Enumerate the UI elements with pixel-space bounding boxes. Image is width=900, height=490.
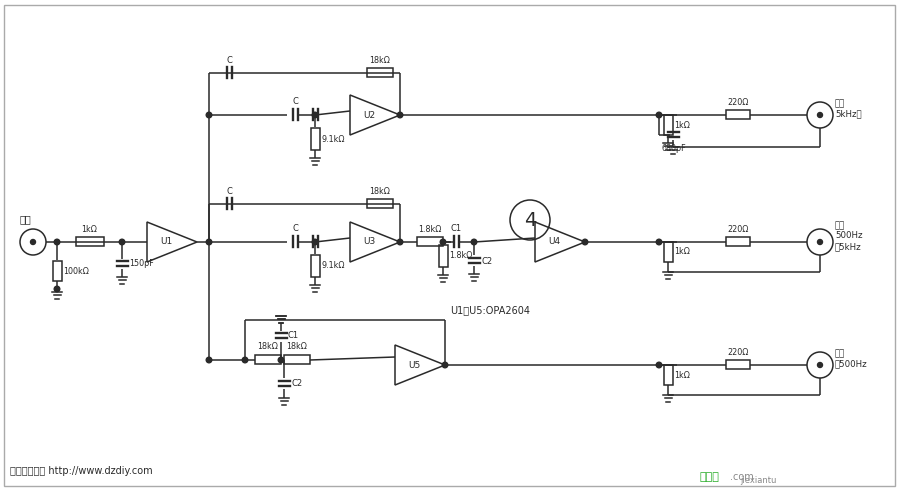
Text: U4: U4: [548, 238, 560, 246]
Text: 150pF: 150pF: [129, 260, 154, 269]
Text: 220Ω: 220Ω: [727, 225, 749, 234]
Circle shape: [817, 240, 823, 245]
Text: 680pF: 680pF: [661, 144, 686, 153]
Text: .com: .com: [730, 472, 754, 482]
Text: 输出
～500Hz: 输出 ～500Hz: [835, 349, 868, 368]
Text: 1kΩ: 1kΩ: [674, 247, 690, 256]
Circle shape: [397, 112, 403, 118]
Text: 18kΩ: 18kΩ: [286, 342, 308, 351]
Text: 18kΩ: 18kΩ: [370, 56, 391, 65]
Circle shape: [206, 357, 211, 363]
Circle shape: [312, 112, 318, 118]
Text: C1: C1: [450, 224, 462, 233]
Bar: [438, 245, 447, 267]
Text: C: C: [292, 97, 298, 106]
Circle shape: [817, 363, 823, 368]
Text: C: C: [292, 224, 298, 233]
Text: U5: U5: [408, 361, 420, 369]
Text: C2: C2: [291, 379, 302, 389]
Bar: [663, 115, 672, 135]
Circle shape: [582, 239, 588, 245]
Text: 4: 4: [524, 211, 536, 229]
Bar: [76, 238, 104, 246]
Text: jiexiantu: jiexiantu: [740, 476, 777, 485]
Circle shape: [54, 286, 59, 292]
Circle shape: [440, 239, 445, 245]
Text: 电子制作天地 http://www.dzdiy.com: 电子制作天地 http://www.dzdiy.com: [10, 466, 153, 476]
Bar: [310, 128, 320, 150]
Circle shape: [817, 113, 823, 118]
Text: C2: C2: [481, 256, 492, 266]
Bar: [663, 242, 672, 262]
Circle shape: [442, 362, 448, 368]
Text: 输入: 输入: [20, 214, 32, 224]
Bar: [310, 255, 320, 277]
Text: 100kΩ: 100kΩ: [63, 267, 89, 275]
Circle shape: [656, 112, 662, 118]
Bar: [367, 199, 393, 209]
Text: 18kΩ: 18kΩ: [257, 342, 278, 351]
Text: U3: U3: [363, 238, 375, 246]
Bar: [284, 356, 310, 365]
Text: 1.8kΩ: 1.8kΩ: [418, 225, 442, 234]
Circle shape: [54, 239, 59, 245]
Text: U1: U1: [160, 238, 172, 246]
Text: C: C: [226, 56, 232, 65]
Bar: [417, 238, 443, 246]
Circle shape: [278, 357, 284, 363]
Text: U2: U2: [363, 111, 375, 120]
Text: C1: C1: [288, 332, 299, 341]
Circle shape: [242, 357, 248, 363]
Circle shape: [312, 239, 318, 245]
Text: 220Ω: 220Ω: [727, 98, 749, 107]
Text: 输出
500Hz
～5kHz: 输出 500Hz ～5kHz: [835, 221, 862, 251]
Bar: [726, 238, 750, 246]
Circle shape: [472, 239, 477, 245]
Text: C: C: [226, 187, 232, 196]
Bar: [726, 361, 750, 369]
Text: 接线图: 接线图: [700, 472, 720, 482]
Text: 1kΩ: 1kΩ: [674, 370, 690, 379]
Text: 18kΩ: 18kΩ: [370, 187, 391, 196]
Circle shape: [206, 239, 211, 245]
Circle shape: [119, 239, 125, 245]
Bar: [663, 365, 672, 385]
Bar: [367, 69, 393, 77]
Circle shape: [397, 239, 403, 245]
Circle shape: [206, 112, 211, 118]
Bar: [726, 111, 750, 120]
Circle shape: [31, 240, 35, 245]
Bar: [255, 356, 281, 365]
Bar: [52, 261, 61, 281]
Text: 1kΩ: 1kΩ: [82, 225, 97, 234]
Text: 1.8kΩ: 1.8kΩ: [449, 251, 473, 261]
Text: 220Ω: 220Ω: [727, 348, 749, 357]
Circle shape: [656, 362, 662, 368]
Text: U1～U5:OPA2604: U1～U5:OPA2604: [450, 305, 530, 315]
Text: 9.1kΩ: 9.1kΩ: [321, 134, 345, 144]
Circle shape: [656, 239, 662, 245]
Text: 输出
5kHz～: 输出 5kHz～: [835, 99, 861, 119]
Text: 9.1kΩ: 9.1kΩ: [321, 262, 345, 270]
Text: 1kΩ: 1kΩ: [674, 121, 690, 129]
